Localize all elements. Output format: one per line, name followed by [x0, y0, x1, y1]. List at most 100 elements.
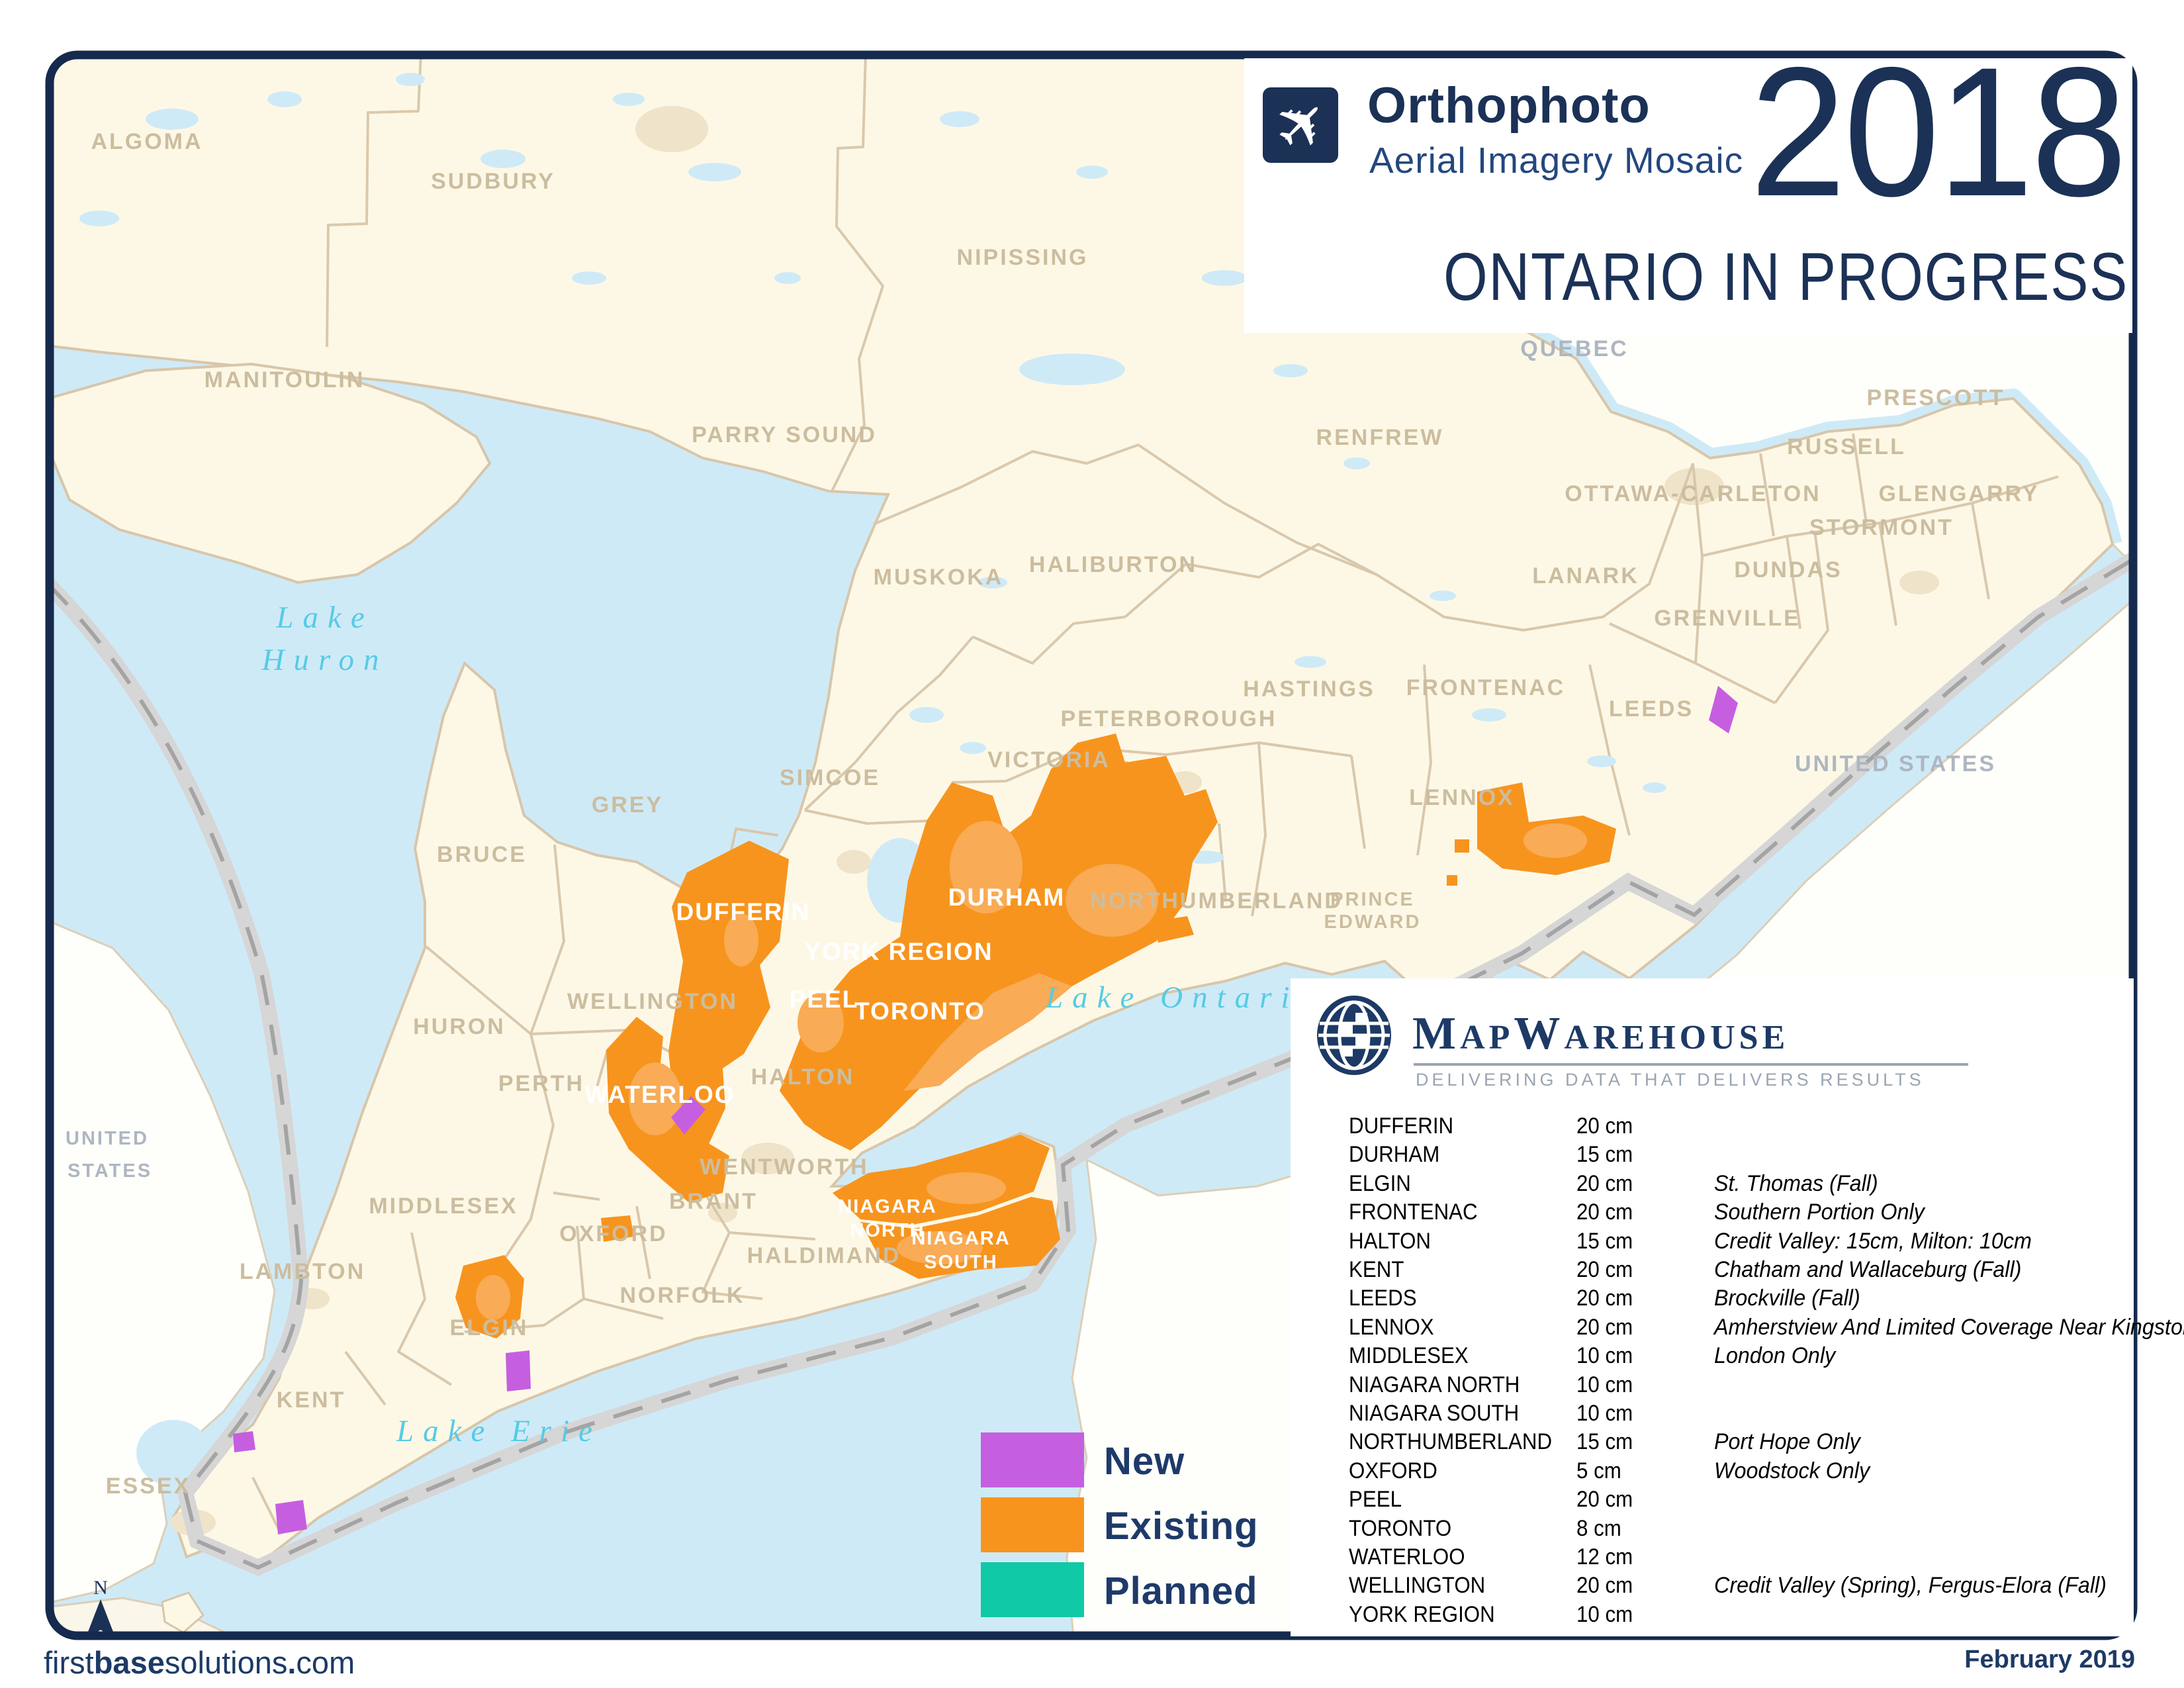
map-label-lambton: LAMBTON: [240, 1259, 365, 1284]
coverage-note: Port Hope Only: [1714, 1429, 1860, 1455]
map-label-lake: Lake: [275, 600, 373, 635]
map-label-halton: HALTON: [751, 1064, 855, 1090]
map-label-nipissing: NIPISSING: [957, 245, 1089, 270]
map-label-lennox: LENNOX: [1409, 785, 1515, 810]
region-patch-port-hope: [1153, 916, 1194, 943]
map-label-huron: HURON: [413, 1014, 506, 1039]
map-label-durham: DURHAM: [948, 884, 1065, 911]
coverage-res: 15 cm: [1576, 1429, 1633, 1455]
map-label-hastings: HASTINGS: [1243, 677, 1375, 702]
coverage-region: ELGIN: [1349, 1170, 1411, 1196]
coverage-region: YORK REGION: [1349, 1601, 1495, 1627]
international-border: [50, 550, 2133, 1577]
wordmark-rule: [1414, 1063, 1968, 1066]
region-patch-chatham: [275, 1500, 307, 1534]
coverage-res: 20 cm: [1576, 1257, 1633, 1282]
lake-st-clair: [136, 1420, 210, 1486]
map-label-states: STATES: [68, 1160, 152, 1182]
coverage-region: HALTON: [1349, 1228, 1431, 1254]
existing-urban-subareas: [476, 821, 1587, 1320]
map-frame: [45, 50, 2138, 1640]
orthophoto-logo: ✈: [1258, 81, 1346, 169]
coverage-res: 20 cm: [1576, 1573, 1633, 1599]
website-url: firstbasesolutions.com: [44, 1645, 355, 1680]
land-michigan: [50, 918, 276, 1605]
region-patch-st-thomas: [506, 1350, 531, 1391]
coverage-region: DUFFERIN: [1349, 1113, 1454, 1139]
map-label-renfrew: RENFREW: [1316, 425, 1444, 450]
coverage-region: NORTHUMBERLAND: [1349, 1429, 1553, 1455]
map-label-waterloo: WATERLOO: [584, 1081, 735, 1108]
map-label-dundas: DUNDAS: [1734, 557, 1842, 583]
coverage-res: 20 cm: [1576, 1113, 1633, 1139]
coverage-res: 20 cm: [1576, 1487, 1633, 1513]
region-patch-fergus-elora: [671, 1096, 705, 1135]
coverage-note: Brockville (Fall): [1714, 1286, 1860, 1311]
map-label-parry-sound: PARRY SOUND: [692, 422, 877, 447]
map-label-prescott: PRESCOTT: [1866, 385, 2005, 410]
coverage-region: WELLINGTON: [1349, 1573, 1486, 1599]
map-label-grey: GREY: [592, 792, 663, 818]
coverage-res: 20 cm: [1576, 1199, 1633, 1225]
map-label-brant: BRANT: [669, 1189, 758, 1214]
map-label-russell: RUSSELL: [1787, 434, 1906, 459]
page-title: ONTARIO IN PROGRESS: [1443, 239, 2128, 314]
legend-label: Planned: [1104, 1570, 1258, 1613]
map-label-norfolk: NORFOLK: [619, 1283, 745, 1308]
map-label-victoria: VICTORIA: [987, 747, 1111, 773]
coverage-note: Woodstock Only: [1714, 1458, 1870, 1483]
map-label-glengarry: GLENGARRY: [1879, 481, 2040, 506]
county-boundaries: [251, 55, 2059, 1531]
coverage-note: St. Thomas (Fall): [1714, 1170, 1878, 1196]
map-label-lake-erie: Lake Erie: [396, 1414, 602, 1448]
coverage-note: Chatham and Wallaceburg (Fall): [1714, 1257, 2022, 1282]
map-label-huron: Huron: [261, 643, 388, 677]
map-label-wellington: WELLINGTON: [567, 989, 738, 1014]
coverage-res: 5 cm: [1576, 1458, 1621, 1483]
map-label-united-states: UNITED STATES: [1795, 751, 1996, 776]
coverage-note: Amherstview And Limited Coverage Near Ki…: [1714, 1314, 2184, 1340]
map-label-manitoulin: MANITOULIN: [205, 367, 365, 393]
coverage-res: 10 cm: [1576, 1372, 1633, 1397]
land-pelee-island: [161, 1591, 205, 1634]
title-block: ✈ Orthophoto Aerial Imagery Mosaic 2018 …: [1244, 40, 2132, 333]
coverage-region: NIAGARA NORTH: [1349, 1372, 1520, 1397]
map-label-perth: PERTH: [498, 1071, 584, 1096]
region-patch-wallaceburg: [233, 1431, 255, 1452]
map-label-grenville: GRENVILLE: [1654, 606, 1801, 631]
map-label-algoma: ALGOMA: [91, 129, 203, 154]
coverage-region: LEEDS: [1349, 1286, 1417, 1311]
region-patch-halton-a: [811, 1041, 864, 1090]
legend-swatch-planned: [981, 1562, 1084, 1617]
map-label-york-region: YORK REGION: [804, 938, 993, 965]
map-label-muskoka: MUSKOKA: [874, 565, 1004, 590]
map-label-leeds: LEEDS: [1609, 696, 1694, 722]
coverage-region: NIAGARA SOUTH: [1349, 1401, 1520, 1426]
svg-text:N: N: [93, 1577, 108, 1599]
map-labels: ALGOMA SUDBURY NIPISSING MANITOULIN PARRY SO…: [66, 129, 2040, 1499]
map-label-peel: PEEL: [790, 986, 859, 1013]
map-label-toronto: TORONTO: [854, 998, 985, 1025]
region-patch-dufferin: [668, 841, 789, 1157]
coverage-region: KENT: [1349, 1257, 1404, 1282]
product-subtitle: Aerial Imagery Mosaic: [1369, 140, 1744, 181]
mapwarehouse-tagline: DELIVERING DATA THAT DELIVERS RESULTS: [1416, 1070, 1925, 1090]
map-label-wentworth: WENTWORTH: [700, 1154, 869, 1180]
coverage-region: WATERLOO: [1349, 1544, 1465, 1570]
north-arrow: N: [85, 1577, 116, 1636]
region-patch-peel-york-durham: [780, 733, 1218, 1150]
map-label-prince: PRINCE: [1330, 889, 1415, 910]
map-label-niagara: NIAGARA: [838, 1196, 936, 1217]
map-label-northumberland: NORTHUMBERLAND: [1090, 888, 1343, 914]
coverage-note: Southern Portion Only: [1714, 1199, 1925, 1225]
map-label-middlesex: MIDDLESEX: [369, 1194, 518, 1219]
coverage-region: PEEL: [1349, 1487, 1402, 1513]
map-label-united: UNITED: [66, 1128, 149, 1149]
coverage-region: MIDDLESEX: [1349, 1343, 1469, 1369]
publication-date: February 2019: [1964, 1646, 2135, 1673]
map-label-north: NORTH: [850, 1220, 925, 1241]
coverage-region: OXFORD: [1349, 1458, 1437, 1483]
map-label-oxford: OXFORD: [559, 1221, 667, 1246]
product-name: Orthophoto: [1367, 77, 1651, 134]
